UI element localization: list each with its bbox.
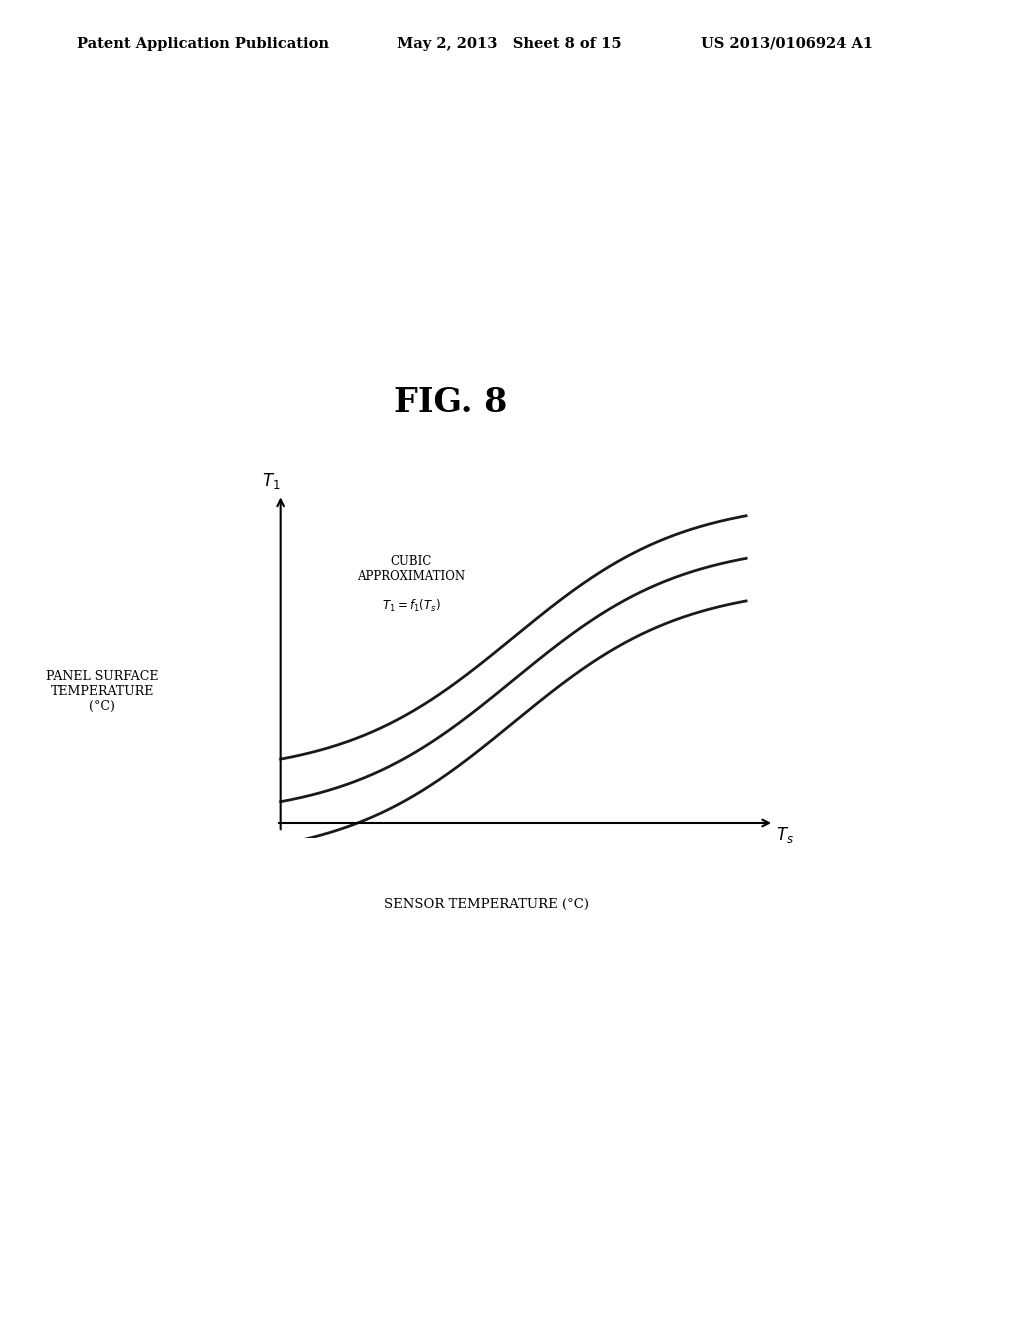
- Text: $T_s$: $T_s$: [776, 825, 795, 845]
- Text: FIG. 8: FIG. 8: [394, 385, 507, 420]
- Text: US 2013/0106924 A1: US 2013/0106924 A1: [701, 37, 873, 51]
- Text: May 2, 2013   Sheet 8 of 15: May 2, 2013 Sheet 8 of 15: [397, 37, 622, 51]
- Text: Patent Application Publication: Patent Application Publication: [77, 37, 329, 51]
- Text: CUBIC
APPROXIMATION: CUBIC APPROXIMATION: [357, 556, 465, 583]
- Text: $T_1$: $T_1$: [262, 471, 281, 491]
- Text: SENSOR TEMPERATURE (°C): SENSOR TEMPERATURE (°C): [384, 898, 589, 911]
- Text: PANEL SURFACE
TEMPERATURE
(°C): PANEL SURFACE TEMPERATURE (°C): [46, 669, 159, 713]
- Text: $T_1=f_1(T_s)$: $T_1=f_1(T_s)$: [382, 598, 440, 614]
